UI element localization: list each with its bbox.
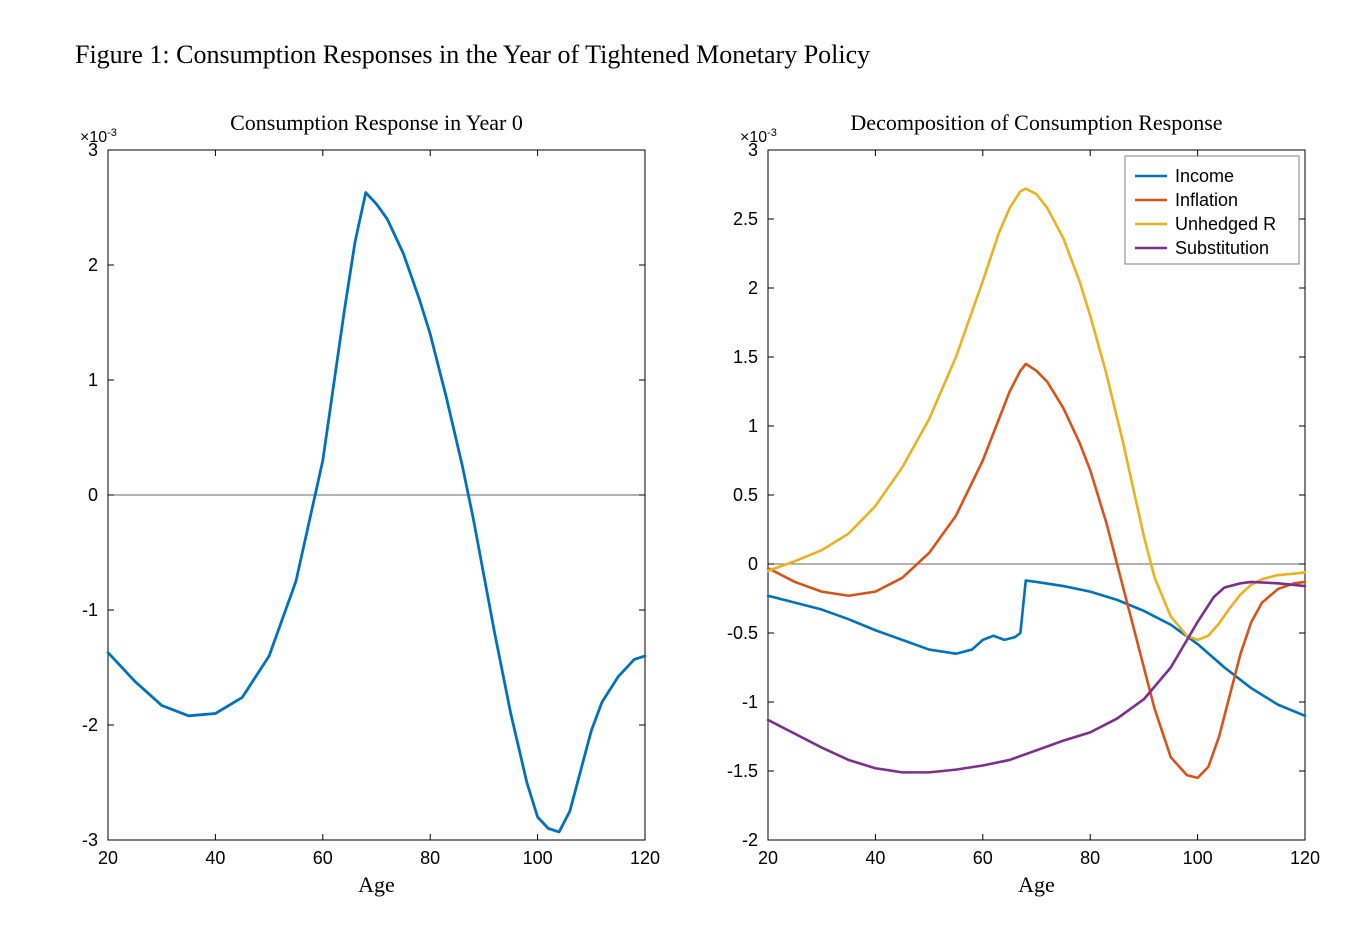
ytick-label: 0 xyxy=(748,554,758,574)
ytick-label: -1 xyxy=(742,692,758,712)
right-chart-svg: Decomposition of Consumption Response ×10… xyxy=(700,110,1320,910)
xtick-label: 60 xyxy=(313,848,333,868)
ytick-label: 2.5 xyxy=(733,209,758,229)
left-chart-svg: Consumption Response in Year 0×10-320406… xyxy=(40,110,660,910)
exponent-label: ×10-3 xyxy=(740,127,777,146)
ytick-label: 1.5 xyxy=(733,347,758,367)
xtick-label: 120 xyxy=(1290,848,1320,868)
xtick-label: 80 xyxy=(1080,848,1100,868)
ytick-label: -2 xyxy=(742,830,758,850)
xtick-label: 20 xyxy=(98,848,118,868)
xtick-label: 80 xyxy=(420,848,440,868)
x-axis-label: Age xyxy=(1018,872,1055,897)
series-line xyxy=(768,582,1305,772)
xtick-label: 40 xyxy=(865,848,885,868)
ytick-label: 0 xyxy=(88,485,98,505)
ytick-label: 1 xyxy=(748,416,758,436)
legend-label: Unhedged R xyxy=(1175,214,1276,234)
left-panel: Consumption Response in Year 0×10-320406… xyxy=(40,110,660,910)
ytick-label: 1 xyxy=(88,370,98,390)
left-chart-title: Consumption Response in Year 0 xyxy=(230,110,523,135)
xtick-label: 100 xyxy=(1183,848,1213,868)
xtick-label: 60 xyxy=(973,848,993,868)
figure-title: Figure 1: Consumption Responses in the Y… xyxy=(75,40,870,70)
ytick-label: 3 xyxy=(88,140,98,160)
panels-container: Consumption Response in Year 0×10-320406… xyxy=(40,110,1320,920)
xtick-label: 100 xyxy=(523,848,553,868)
ytick-label: 3 xyxy=(748,140,758,160)
legend-label: Inflation xyxy=(1175,190,1238,210)
ytick-label: 0.5 xyxy=(733,485,758,505)
ytick-label: -1 xyxy=(82,600,98,620)
ytick-label: -2 xyxy=(82,715,98,735)
exponent-label: ×10-3 xyxy=(80,127,117,146)
ytick-label: 2 xyxy=(748,278,758,298)
xtick-label: 120 xyxy=(630,848,660,868)
right-panel: Decomposition of Consumption Response ×10… xyxy=(700,110,1320,910)
ytick-label: 2 xyxy=(88,255,98,275)
legend-label: Substitution xyxy=(1175,238,1269,258)
xtick-label: 20 xyxy=(758,848,778,868)
series-line xyxy=(768,581,1305,716)
xtick-label: 40 xyxy=(205,848,225,868)
series-line xyxy=(108,193,645,832)
series-line xyxy=(768,364,1305,778)
ytick-label: -3 xyxy=(82,830,98,850)
x-axis-label: Age xyxy=(358,872,395,897)
legend-label: Income xyxy=(1175,166,1234,186)
ytick-label: -0.5 xyxy=(727,623,758,643)
right-chart-title: Decomposition of Consumption Response xyxy=(850,110,1222,135)
ytick-label: -1.5 xyxy=(727,761,758,781)
